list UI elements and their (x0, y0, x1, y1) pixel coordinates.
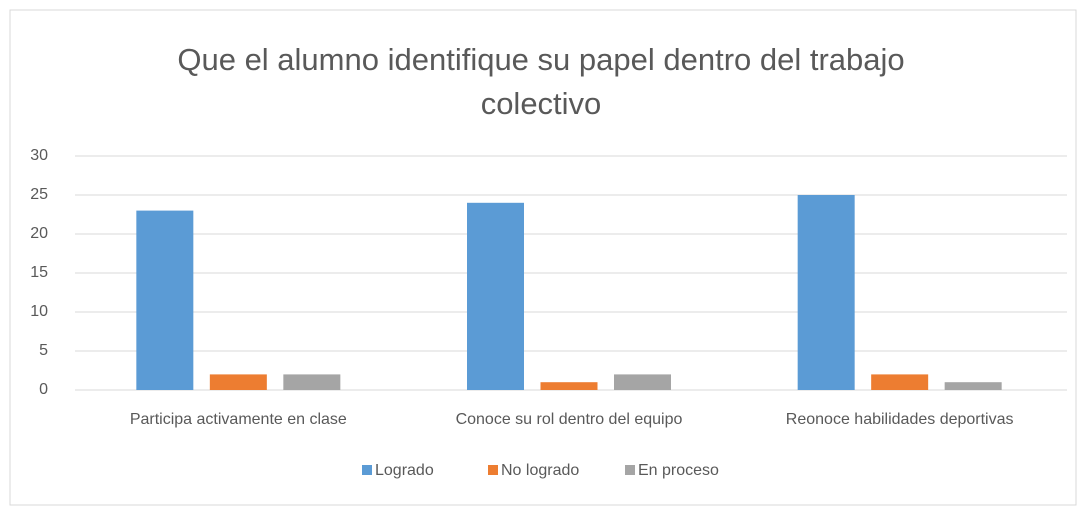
legend-swatch (488, 465, 498, 475)
legend-swatch (625, 465, 635, 475)
bar (209, 374, 267, 390)
y-tick-label: 25 (30, 186, 48, 203)
bar (614, 374, 671, 390)
bar (797, 195, 855, 390)
bar (467, 202, 524, 390)
legend-label: No logrado (501, 462, 579, 479)
chart-title: Que el alumno identifique su papel dentr… (177, 42, 905, 121)
y-tick-label: 10 (30, 303, 48, 320)
x-tick-label: Participa activamente en clase (130, 411, 347, 428)
x-tick-label: Conoce su rol dentro del equipo (456, 411, 683, 428)
bar (944, 382, 1002, 390)
bar (136, 210, 194, 390)
bar (283, 374, 341, 390)
y-tick-label: 5 (39, 342, 48, 359)
y-tick-label: 30 (30, 147, 48, 164)
y-tick-label: 0 (39, 381, 48, 398)
legend-label: En proceso (638, 462, 719, 479)
y-tick-label: 20 (30, 225, 48, 242)
legend-label: Logrado (375, 462, 434, 479)
bar (540, 382, 598, 390)
y-tick-label: 15 (30, 264, 48, 281)
bar (871, 374, 929, 390)
legend-swatch (362, 465, 372, 475)
x-tick-label: Reonoce habilidades deportivas (786, 411, 1014, 428)
